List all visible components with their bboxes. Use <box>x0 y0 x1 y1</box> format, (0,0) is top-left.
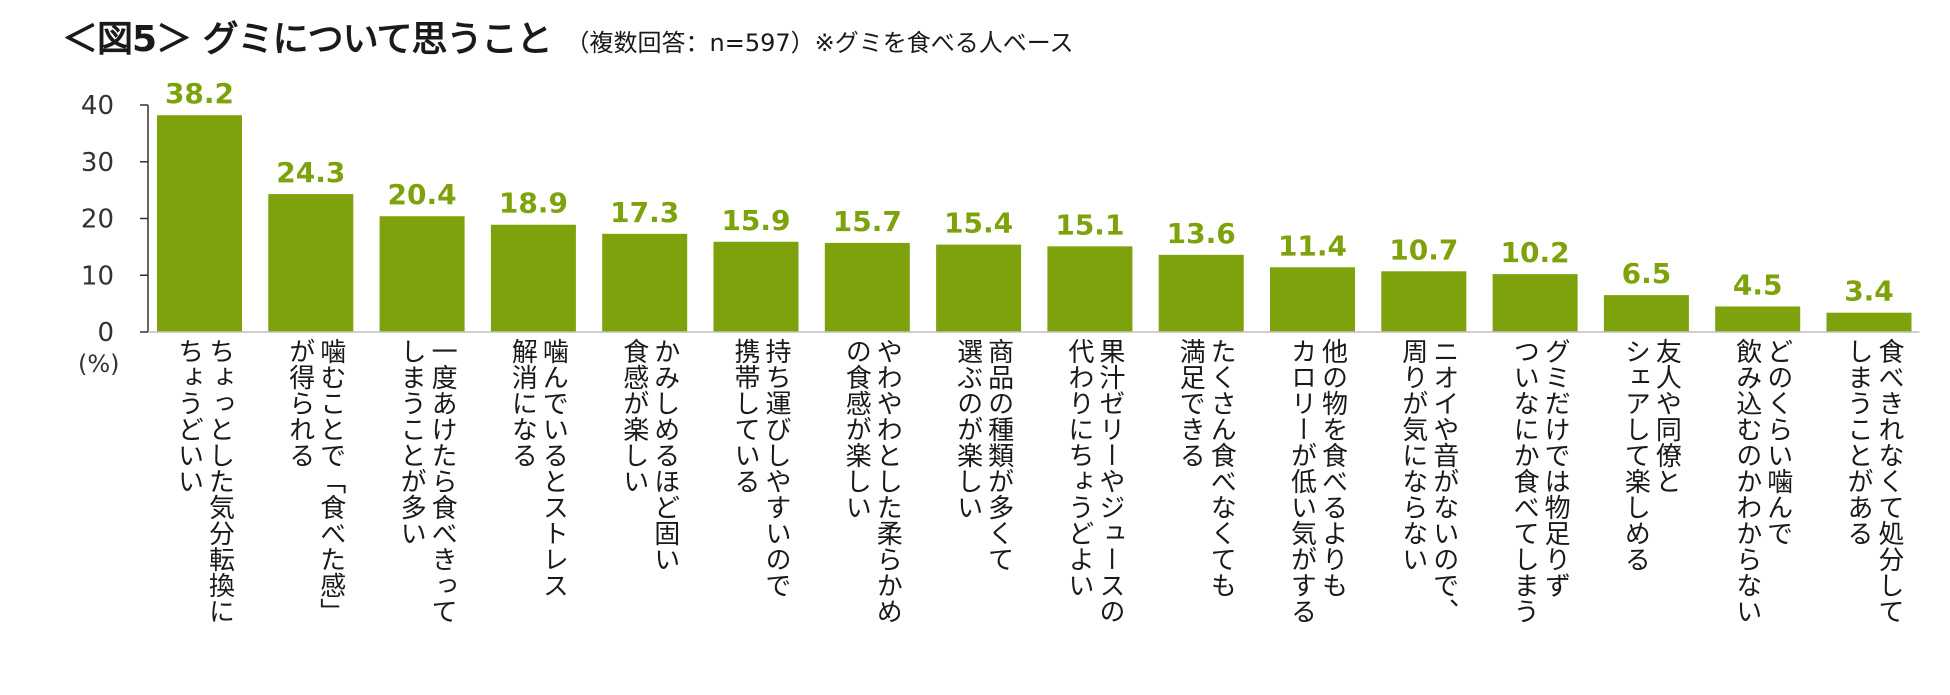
y-tick-label: 40 <box>81 91 114 121</box>
y-tick-label: 0 <box>97 318 114 348</box>
category-label: 持ち運びしやすいので 携帯している <box>730 338 791 598</box>
data-label: 38.2 <box>165 77 234 110</box>
y-tick-label: 20 <box>81 205 114 235</box>
chart-title: ＜図5＞ グミについて思うこと <box>62 19 553 60</box>
category-label: ニオイや音がないので、 周りが気にならない <box>1397 338 1459 624</box>
data-label: 15.9 <box>721 204 790 237</box>
category-label: ちょっとした気分転換に ちょうどいい <box>173 338 235 624</box>
y-tick-label: 30 <box>81 148 114 178</box>
category-label: かみしめるほど固い 食感が楽しい <box>618 338 680 572</box>
category-label: 噛むことで「食べた感」 が得られる <box>284 338 346 624</box>
category-label: 友人や同僚と シェアして楽しめる <box>1620 338 1682 572</box>
data-label: 15.4 <box>944 207 1013 240</box>
bar <box>157 115 242 332</box>
data-label: 4.5 <box>1733 268 1783 301</box>
bar <box>713 241 799 332</box>
category-label: 他の物を食べるよりも カロリーが低い気がする <box>1286 338 1348 624</box>
y-axis-unit-label: (%) <box>78 350 120 378</box>
category-label: 噛んでいるとストレス 解消になる <box>507 338 569 598</box>
data-label: 6.5 <box>1622 257 1672 290</box>
bar <box>1158 254 1244 332</box>
category-label: 果汁ゼリーやジュースの 代わりにちょうどよい <box>1063 338 1125 624</box>
bar <box>490 224 576 332</box>
data-label: 10.7 <box>1389 233 1458 266</box>
data-label: 10.2 <box>1501 236 1570 269</box>
category-label: やわやわとした柔らかめ の食感が楽しい <box>841 338 903 624</box>
category-label: 商品の種類が多くて 選ぶのが楽しい <box>952 338 1014 572</box>
y-tick-label: 10 <box>81 261 114 291</box>
data-label: 15.7 <box>833 205 902 238</box>
bar <box>1715 306 1801 332</box>
data-label: 11.4 <box>1278 229 1347 262</box>
bar <box>1270 267 1355 332</box>
bar <box>1826 312 1912 332</box>
chart-title-row: ＜図5＞ グミについて思うこと （複数回答：n=597）※グミを食べる人ベース <box>62 10 1074 70</box>
data-label: 17.3 <box>610 196 679 229</box>
bar <box>268 194 354 332</box>
category-label: 一度あけたら食べきって しまうことが多い <box>396 338 458 624</box>
category-label: グミだけでは物足りず ついなにか食べてしまう <box>1509 338 1571 624</box>
bar <box>936 244 1022 332</box>
data-label: 18.9 <box>499 187 568 220</box>
chart-subtitle: （複数回答：n=597）※グミを食べる人ベース <box>565 29 1074 57</box>
bar <box>1603 295 1689 332</box>
bar <box>1047 246 1133 332</box>
category-label: 食べきれなくて処分して しまうことがある <box>1843 338 1904 624</box>
category-label: どのくらい噛んで 飲み込むのかわからない <box>1731 338 1793 624</box>
bar <box>824 242 910 332</box>
data-label: 3.4 <box>1844 275 1894 308</box>
data-label: 24.3 <box>276 156 345 189</box>
data-label: 15.1 <box>1055 208 1124 241</box>
bar <box>602 233 688 332</box>
data-label: 20.4 <box>388 178 457 211</box>
bar <box>379 216 465 332</box>
bar <box>1381 271 1467 332</box>
category-label: たくさん食べなくても 満足できる <box>1175 338 1237 598</box>
data-label: 13.6 <box>1167 217 1236 250</box>
bar <box>1492 274 1578 332</box>
